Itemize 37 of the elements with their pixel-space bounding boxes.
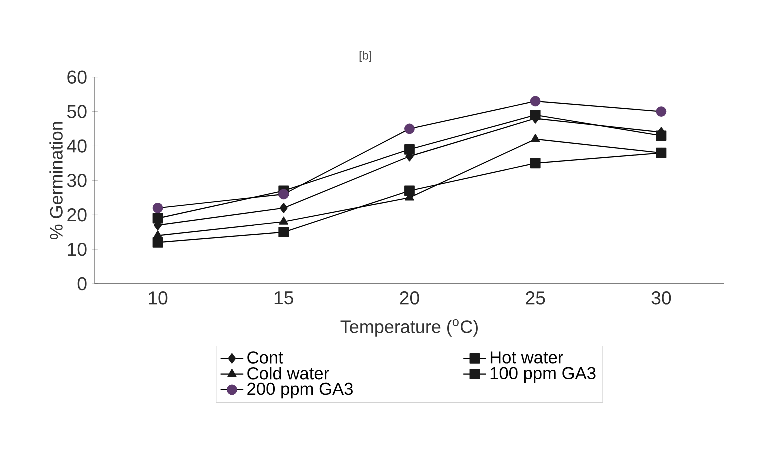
y-tick-label: 30 <box>67 174 87 188</box>
y-tick-label: 40 <box>67 140 87 153</box>
x-tick-label: 10 <box>149 292 168 305</box>
legend-label: Hot water <box>490 352 564 364</box>
point <box>530 110 541 120</box>
legend-label: Cont <box>248 352 284 364</box>
point <box>152 237 164 248</box>
point <box>530 158 541 169</box>
legend-label: 200 ppm GA3 <box>248 382 353 399</box>
point <box>153 230 163 239</box>
y-tick-label: 60 <box>68 70 87 84</box>
point <box>278 227 290 238</box>
point <box>152 203 164 214</box>
point <box>404 186 415 196</box>
y-tick-label: 20 <box>68 208 87 222</box>
point <box>278 189 290 200</box>
text: [b] <box>360 51 372 62</box>
point <box>656 106 667 117</box>
point <box>152 213 164 224</box>
x-tick-label: 30 <box>652 292 672 305</box>
point <box>656 130 667 142</box>
y-tick-label: 10 <box>68 242 87 256</box>
point <box>531 134 540 142</box>
x-tick-label: 15 <box>274 292 294 305</box>
y-tick-label: 0 <box>78 277 87 291</box>
y-axis-title: % Germination <box>50 122 63 240</box>
legend-label: 100 ppm GA3 <box>490 367 596 383</box>
point <box>280 203 288 214</box>
point <box>530 96 541 107</box>
x-axis-title: Temperature ($^{o}$C) <box>340 319 478 337</box>
point <box>404 144 415 155</box>
point <box>279 216 288 225</box>
point <box>404 124 415 134</box>
y-tick-label: 50 <box>68 105 87 118</box>
legend-label: Cold water <box>248 367 330 380</box>
x-tick-label: 25 <box>526 292 546 305</box>
x-tick-label: 20 <box>400 292 420 305</box>
